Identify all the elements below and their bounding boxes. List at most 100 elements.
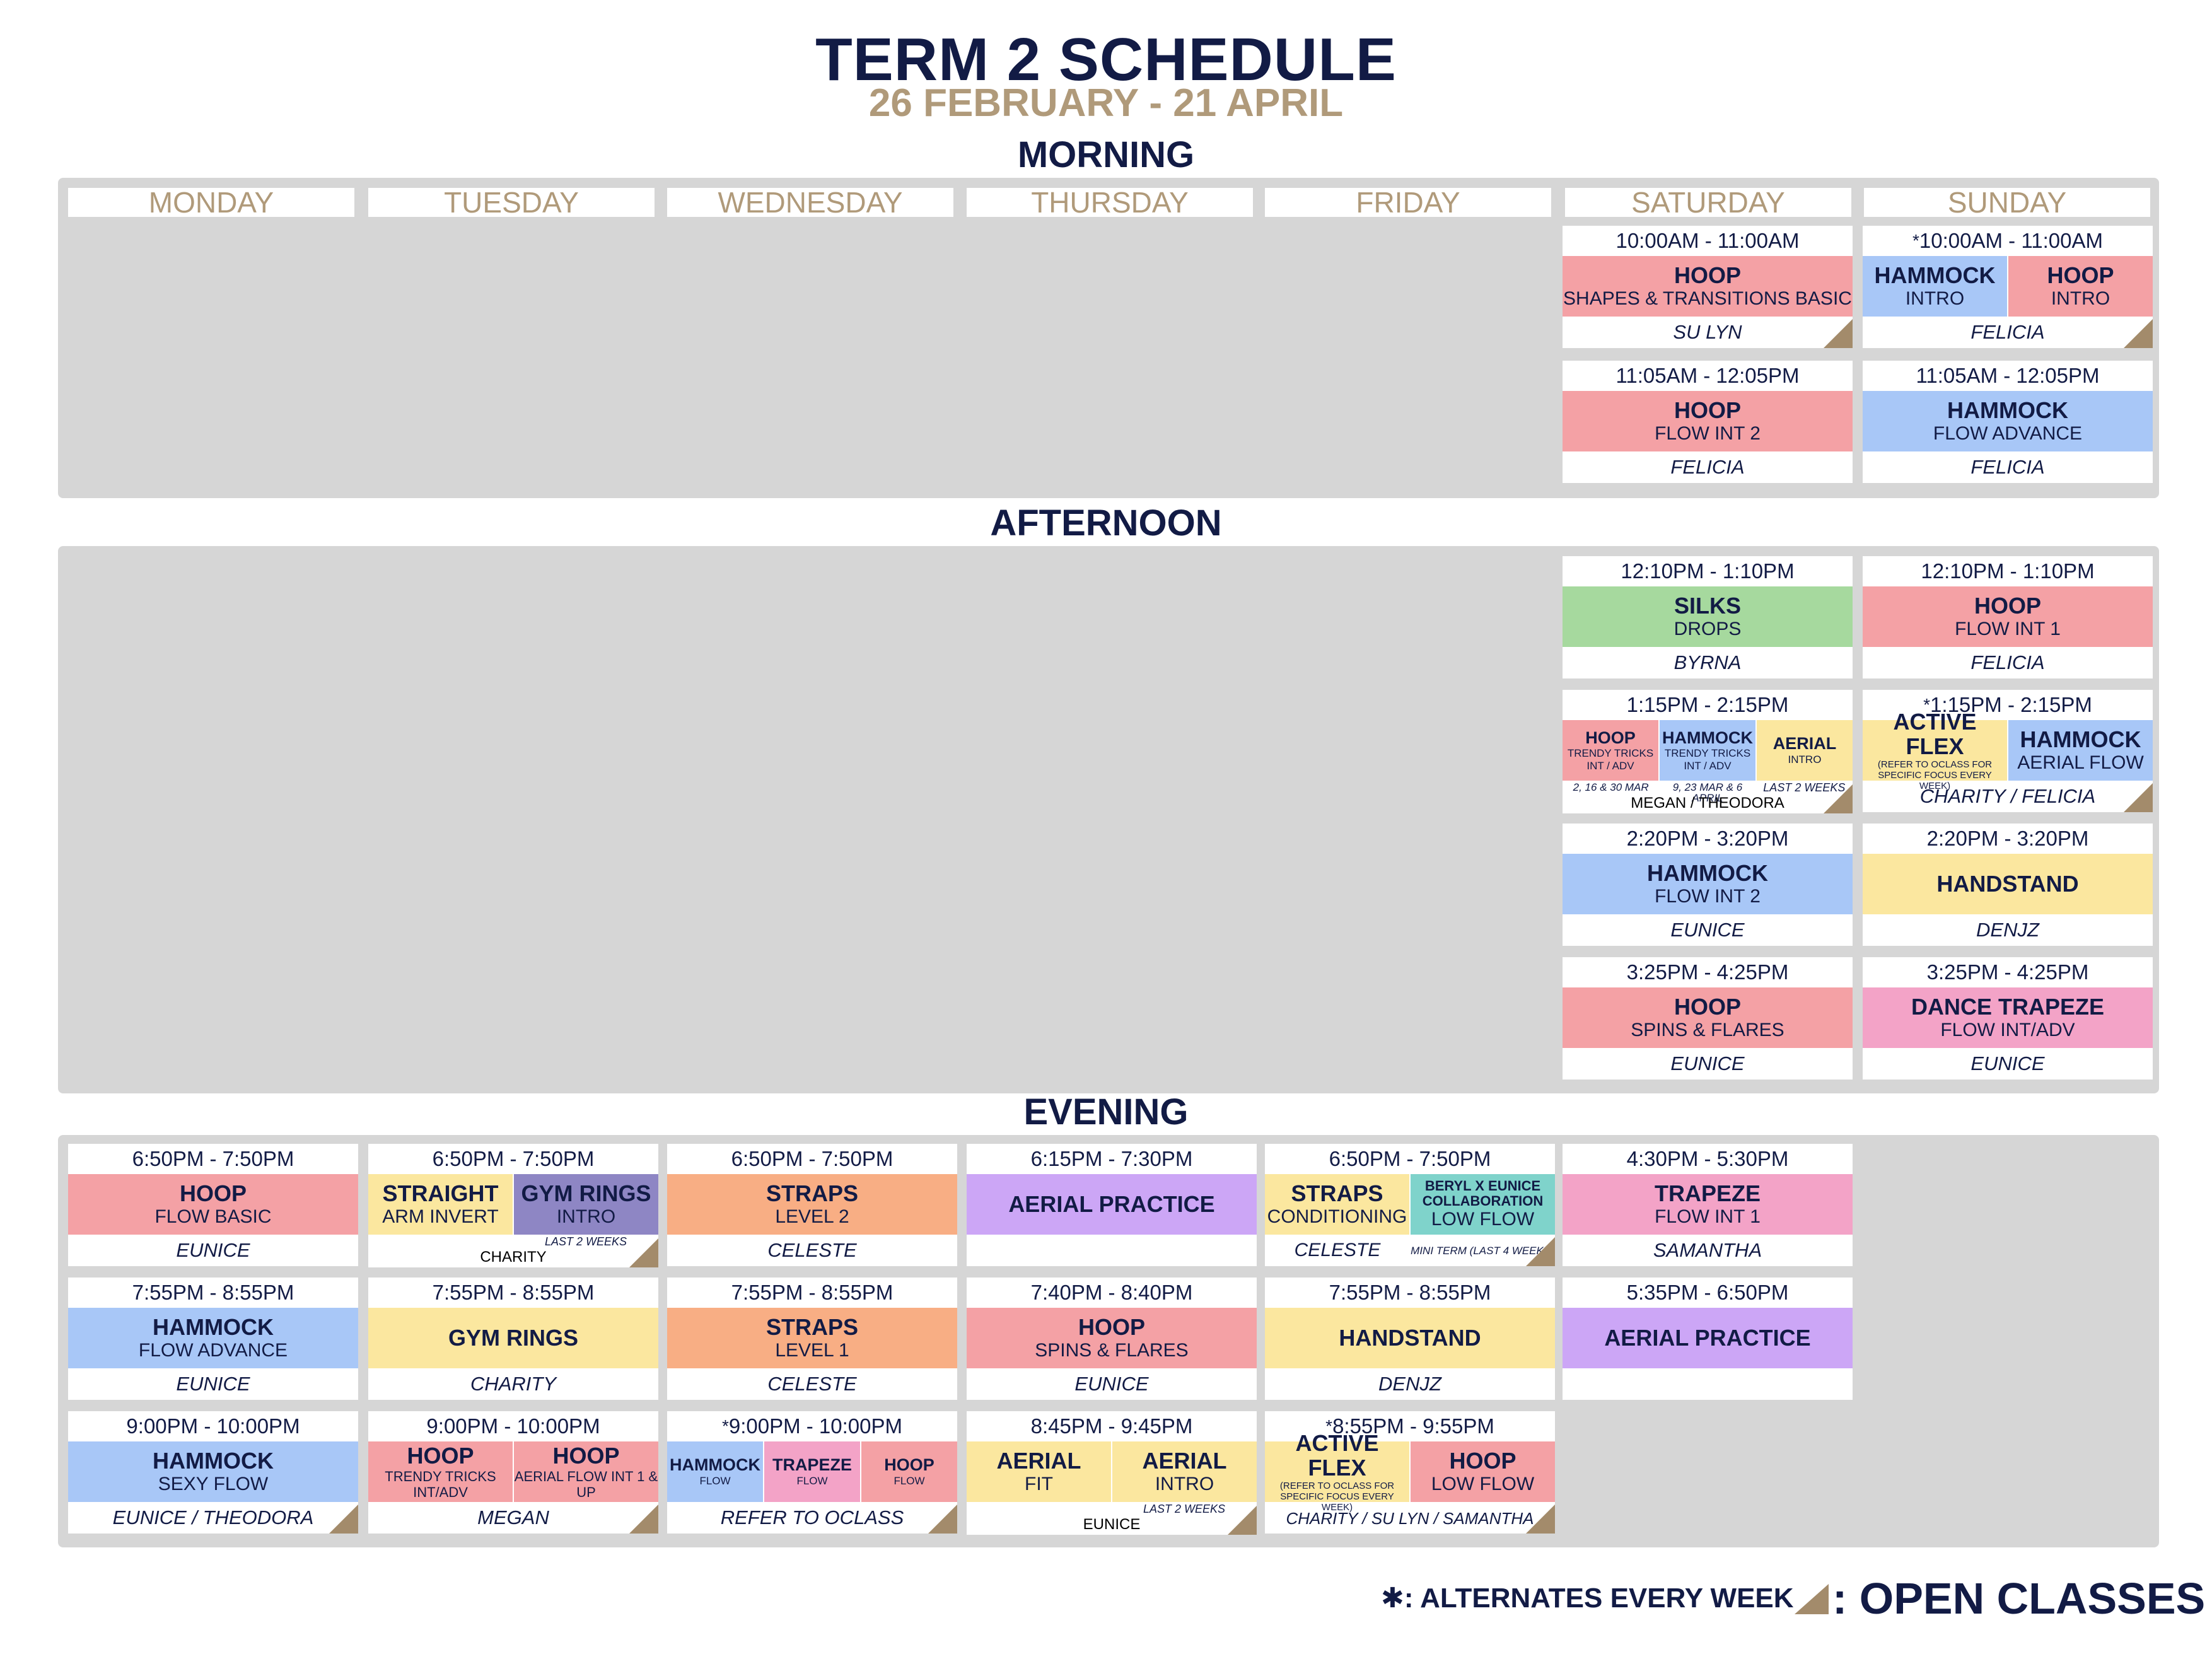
class-card[interactable]: 7:55PM - 8:55PM GYM RINGS CHARITY	[368, 1278, 658, 1400]
class-level: INTRO	[1155, 1473, 1214, 1494]
class-card[interactable]: 7:55PM - 8:55PM STRAPS LEVEL 1 CELESTE	[667, 1278, 957, 1400]
class-segment[interactable]: ACTIVE FLEX (REFER TO OCLASS FOR SPECIFIC…	[1863, 709, 2007, 791]
class-card[interactable]: 6:50PM - 7:50PM STRAIGHT ARM INVERT GYM RIN…	[368, 1144, 658, 1267]
class-instructor-text: MEGAN	[477, 1506, 549, 1528]
class-segment[interactable]: HAMMOCK FLOW	[667, 1441, 763, 1502]
class-instructor: FELICIA	[1863, 647, 2153, 678]
class-segment[interactable]: AERIAL INTRO	[1111, 1441, 1257, 1502]
class-segment[interactable]: HAMMOCK SEXY FLOW	[68, 1441, 358, 1502]
class-time: *10:00AM - 11:00AM	[1863, 226, 2153, 256]
class-card[interactable]: 4:30PM - 5:30PM TRAPEZE FLOW INT 1 SAMANTHA	[1563, 1144, 1853, 1266]
class-body: AERIAL PRACTICE	[967, 1174, 1257, 1235]
open-class-triangle-icon	[629, 1238, 658, 1267]
class-name: ACTIVE FLEX	[1295, 1429, 1379, 1481]
class-instructor	[967, 1235, 1257, 1266]
class-segment[interactable]: STRAPS LEVEL 1	[667, 1308, 957, 1368]
class-card[interactable]: 10:00AM - 11:00AM HOOP SHAPES & TRANSITION…	[1563, 226, 1853, 348]
class-card[interactable]: 8:45PM - 9:45PM AERIAL FIT AERIAL INTRO EUNIC…	[967, 1411, 1257, 1535]
class-segment[interactable]: TRAPEZE FLOW	[763, 1441, 860, 1502]
class-card[interactable]: 5:35PM - 6:50PM AERIAL PRACTICE	[1563, 1278, 1853, 1400]
class-card[interactable]: *1:15PM - 2:15PM ACTIVE FLEX (REFER TO OCL…	[1863, 690, 2153, 812]
class-card[interactable]: 7:55PM - 8:55PM HANDSTAND DENJZ	[1265, 1278, 1555, 1400]
class-segment[interactable]: HOOP SPINS & FLARES	[1563, 987, 1853, 1048]
class-segment[interactable]: DANCE TRAPEZE FLOW INT/ADV	[1863, 987, 2153, 1048]
class-segment[interactable]: HOOP FLOW INT 2	[1563, 391, 1853, 451]
class-card[interactable]: 6:50PM - 7:50PM HOOP FLOW BASIC EUNICE	[68, 1144, 358, 1266]
class-card[interactable]: 3:25PM - 4:25PM DANCE TRAPEZE FLOW INT/ADV…	[1863, 957, 2153, 1080]
class-time-text: 7:55PM - 8:55PM	[132, 1281, 294, 1304]
class-segment[interactable]: STRAPS LEVEL 2	[667, 1174, 957, 1235]
class-card[interactable]: 3:25PM - 4:25PM HOOP SPINS & FLARES EUNICE	[1563, 957, 1853, 1080]
class-card[interactable]: 6:15PM - 7:30PM AERIAL PRACTICE	[967, 1144, 1257, 1266]
class-level: (REFER TO OCLASS FOR SPECIFIC FOCUS EVER…	[1877, 759, 1993, 792]
class-segment[interactable]: HAMMOCK FLOW ADVANCE	[68, 1308, 358, 1368]
class-segment[interactable]: HANDSTAND	[1863, 854, 2153, 914]
class-segment[interactable]: GYM RINGS INTRO	[513, 1174, 658, 1235]
class-instructor: SAMANTHA	[1563, 1235, 1853, 1266]
class-card[interactable]: *10:00AM - 11:00AM HAMMOCK INTRO HOOP INTRO F…	[1863, 226, 2153, 348]
class-body: STRAPS LEVEL 1	[667, 1308, 957, 1368]
class-segment[interactable]: HAMMOCK TRENDY TRICKS INT / ADV	[1658, 720, 1755, 781]
class-segment[interactable]: GYM RINGS	[368, 1308, 658, 1368]
class-segment[interactable]: HOOP TRENDY TRICKS INT/ADV	[368, 1441, 513, 1502]
class-time-text: 6:50PM - 7:50PM	[1329, 1147, 1491, 1170]
class-card[interactable]: 12:10PM - 1:10PM SILKS DROPS BYRNA	[1563, 556, 1853, 678]
class-segment[interactable]: HAMMOCK FLOW INT 2	[1563, 854, 1853, 914]
class-segment[interactable]: HAMMOCK FLOW ADVANCE	[1863, 391, 2153, 451]
open-class-triangle-icon	[1228, 1506, 1257, 1535]
class-card[interactable]: 7:40PM - 8:40PM HOOP SPINS & FLARES EUNICE	[967, 1278, 1257, 1400]
class-name: AERIAL	[996, 1447, 1081, 1474]
class-instructor-text: FELICIA	[1970, 651, 2045, 673]
class-card[interactable]: 7:55PM - 8:55PM HAMMOCK FLOW ADVANCE EUNICE	[68, 1278, 358, 1400]
class-time-text: 12:10PM - 1:10PM	[1621, 559, 1795, 583]
class-segment[interactable]: HAMMOCK INTRO	[1863, 256, 2007, 317]
class-card[interactable]: 6:50PM - 7:50PM STRAPS CONDITIONING BERYL X…	[1265, 1144, 1555, 1266]
class-card[interactable]: *8:55PM - 9:55PM ACTIVE FLEX (REFER TO OCL…	[1265, 1411, 1555, 1534]
class-time-text: 7:55PM - 8:55PM	[432, 1281, 595, 1304]
class-card[interactable]: 6:50PM - 7:50PM STRAPS LEVEL 2 CELESTE	[667, 1144, 957, 1266]
class-segment[interactable]: AERIAL PRACTICE	[967, 1174, 1257, 1235]
class-time: 6:50PM - 7:50PM	[368, 1144, 658, 1174]
class-segment[interactable]: BERYL X EUNICE COLLABORATION LOW FLOW	[1409, 1174, 1555, 1235]
class-segment[interactable]: HOOP INTRO	[2007, 256, 2153, 317]
class-body: AERIAL PRACTICE	[1563, 1308, 1853, 1368]
class-segment[interactable]: STRAPS CONDITIONING	[1265, 1174, 1409, 1235]
class-level: INTRO	[556, 1206, 616, 1227]
class-card[interactable]: 9:00PM - 10:00PM HOOP TRENDY TRICKS INT/AD…	[368, 1411, 658, 1534]
class-name: HAMMOCK	[153, 1447, 274, 1474]
class-segment[interactable]: AERIAL PRACTICE	[1563, 1308, 1853, 1368]
class-segment[interactable]: HOOP SPINS & FLARES	[967, 1308, 1257, 1368]
class-card[interactable]: *9:00PM - 10:00PM HAMMOCK FLOW TRAPEZE FLOW H…	[667, 1411, 957, 1534]
class-segment[interactable]: SILKS DROPS	[1563, 586, 1853, 647]
class-level: FLOW	[894, 1475, 925, 1487]
class-segment[interactable]: ACTIVE FLEX (REFER TO OCLASS FOR SPECIFIC…	[1265, 1430, 1409, 1513]
class-instructor-text: EUNICE	[176, 1373, 250, 1395]
class-instructor: EUNICE	[68, 1235, 358, 1266]
class-segment[interactable]: TRAPEZE FLOW INT 1	[1563, 1174, 1853, 1235]
class-card[interactable]: 12:10PM - 1:10PM HOOP FLOW INT 1 FELICIA	[1863, 556, 2153, 678]
day-header-friday: FRIDAY	[1265, 188, 1551, 217]
class-card[interactable]: 11:05AM - 12:05PM HAMMOCK FLOW ADVANCE FELI…	[1863, 361, 2153, 483]
class-segment[interactable]: HAMMOCK AERIAL FLOW	[2007, 720, 2153, 781]
class-level: INTRO	[2051, 288, 2110, 309]
class-segment[interactable]: HOOP LOW FLOW	[1409, 1441, 1555, 1502]
class-card[interactable]: 11:05AM - 12:05PM HOOP FLOW INT 2 FELICIA	[1563, 361, 1853, 483]
class-instructor: CELESTE	[667, 1368, 957, 1400]
class-segment[interactable]: HOOP FLOW INT 1	[1863, 586, 2153, 647]
class-segment[interactable]: HOOP SHAPES & TRANSITIONS BASIC	[1563, 256, 1853, 317]
class-segment[interactable]: AERIAL FIT	[967, 1441, 1111, 1502]
class-segment[interactable]: HOOP TRENDY TRICKS INT / ADV	[1563, 720, 1658, 781]
class-instructor-text: EUNICE	[1670, 1052, 1745, 1074]
class-card[interactable]: 1:15PM - 2:15PM HOOP TRENDY TRICKS INT / A…	[1563, 690, 1853, 813]
class-segment[interactable]: HOOP AERIAL FLOW INT 1 & UP	[513, 1441, 658, 1502]
class-level: FLOW INT/ADV	[1940, 1019, 2075, 1040]
class-segment[interactable]: HANDSTAND	[1265, 1308, 1555, 1368]
class-card[interactable]: 9:00PM - 10:00PM HAMMOCK SEXY FLOW EUNICE /…	[68, 1411, 358, 1534]
class-segment[interactable]: HOOP FLOW	[860, 1441, 957, 1502]
class-card[interactable]: 2:20PM - 3:20PM HANDSTAND DENJZ	[1863, 824, 2153, 946]
class-segment[interactable]: HOOP FLOW BASIC	[68, 1174, 358, 1235]
class-note: LAST 2 WEEKS	[1143, 1503, 1226, 1515]
class-segment[interactable]: STRAIGHT ARM INVERT	[368, 1174, 513, 1235]
class-card[interactable]: 2:20PM - 3:20PM HAMMOCK FLOW INT 2 EUNICE	[1563, 824, 1853, 946]
class-segment[interactable]: AERIAL INTRO	[1755, 720, 1853, 781]
